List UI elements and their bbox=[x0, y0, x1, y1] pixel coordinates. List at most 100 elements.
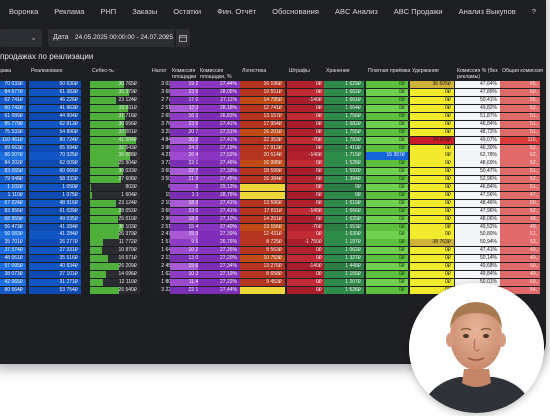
column-header[interactable]: Комиссия площадки bbox=[172, 68, 197, 80]
table-cell: 41 963₽ bbox=[29, 105, 81, 113]
table-cell: 55, bbox=[500, 97, 540, 105]
table-row[interactable]: 85 779₽62 813₽ 30 556₽ 3 769₽23 508₽27,41%… bbox=[0, 120, 546, 129]
table-cell: 52, bbox=[500, 144, 540, 152]
table-cell: 27,19% bbox=[198, 270, 240, 279]
table-row[interactable]: 110 461₽80 724₽ 41 504₽ 4 843₽30 261₽27,41… bbox=[0, 136, 546, 144]
table-cell: 61 039₽ bbox=[29, 207, 81, 215]
table-cell: 38 073₽ bbox=[0, 270, 26, 279]
nav-item-9[interactable]: Анализ Выкупов bbox=[458, 6, 516, 16]
nav-item-4[interactable]: Остатки bbox=[173, 6, 202, 16]
column-header[interactable]: Удержания bbox=[412, 68, 439, 74]
table-cell: 1 808₽ bbox=[150, 278, 180, 286]
column-header[interactable]: Комиссия площадки, % bbox=[200, 68, 232, 80]
nav-item-2[interactable]: РНП bbox=[100, 6, 117, 16]
table-row[interactable]: 80 564₽53 754₽ 26 540₽ 3 225₽22 105₽27,44%… bbox=[0, 286, 546, 294]
table-cell: 50,94% bbox=[455, 239, 500, 247]
table-row[interactable]: 62 741₽46 226₽ 23 124₽ 2 774₽17 007₽27,11%… bbox=[0, 97, 546, 105]
table-cell: 802₽ bbox=[90, 184, 140, 192]
table-cell: 48 916₽ bbox=[29, 199, 81, 207]
table-cell: 1 327₽ bbox=[324, 255, 364, 263]
column-header[interactable]: Налог bbox=[152, 68, 167, 74]
table-cell: 3 683₽ bbox=[150, 89, 180, 97]
column-header[interactable]: Платная приёмка bbox=[368, 68, 411, 74]
table-cell: 74 974₽ bbox=[410, 136, 454, 144]
table-cell: 0₽ bbox=[287, 184, 325, 192]
table-cell: 0₽ bbox=[366, 247, 408, 255]
table-cell: 35 516₽ bbox=[29, 255, 81, 263]
table-row[interactable]: 67 024₽48 916₽ 23 124₽ 2 103₽18 365₽27,41%… bbox=[0, 199, 546, 208]
nav-item-0[interactable]: Воронка bbox=[9, 6, 39, 16]
nav-item-3[interactable]: Заказы bbox=[132, 6, 158, 16]
table-cell: 26,83% bbox=[198, 112, 240, 121]
table-cell: 26 540₽ bbox=[90, 286, 140, 294]
nav-item-10[interactable]: ? bbox=[531, 6, 536, 16]
table-cell: 11 452₽ bbox=[170, 278, 210, 286]
filter-dropdown[interactable]: ⌄ bbox=[0, 29, 42, 47]
table-row[interactable]: 60 742₽41 963₽ 33 811₽ 2 518₽17 115₽28,18%… bbox=[0, 105, 546, 113]
table-cell: 16 196₽ bbox=[240, 81, 285, 89]
table-cell: 10 243₽ bbox=[170, 247, 210, 255]
table-cell: 23 125₽ bbox=[170, 160, 210, 168]
table-row[interactable]: 38 073₽27 101₽ 14 096₽ 1 627₽10 353₽27,19%… bbox=[0, 270, 546, 279]
nav-item-6[interactable]: Обоснования bbox=[272, 6, 319, 16]
nav-item-8[interactable]: ABC Продажи bbox=[393, 6, 443, 16]
table-row[interactable]: 56 473₽41 284₽ 30 103₽ 2 517₽15 475₽27,40%… bbox=[0, 223, 546, 231]
nav-item-7[interactable]: ABC Анализ bbox=[334, 6, 378, 16]
table-cell: 25 904₽ bbox=[90, 160, 140, 168]
nav-item-1[interactable]: Реклама bbox=[54, 6, 85, 16]
table-row[interactable]: 83 065₽60 066₽ 30 033₽ 3 603₽22 700₽27,33%… bbox=[0, 168, 546, 176]
table-row[interactable]: 56 083₽41 284₽ 26 379₽ 2 477₽15 361₽27,39%… bbox=[0, 231, 546, 239]
table-row[interactable]: 57 095₽40 834₽ 26 209₽ 2 450₽15 610₽27,34%… bbox=[0, 263, 546, 271]
cell-value: 32 543₽ bbox=[118, 144, 137, 151]
table-cell: 50,41% bbox=[455, 97, 500, 105]
table-cell bbox=[240, 286, 285, 294]
table-cell: 20 514₽ bbox=[240, 152, 285, 160]
table-cell: 1 110₽ bbox=[0, 191, 26, 200]
nav-item-5[interactable]: Фин. Отчёт bbox=[217, 6, 257, 16]
column-header[interactable]: одажа bbox=[0, 68, 12, 74]
column-header[interactable]: Штрафы bbox=[289, 68, 310, 74]
table-cell: 52, bbox=[500, 207, 540, 215]
column-header[interactable]: Комиссия % (без рекламы) bbox=[457, 68, 498, 80]
table-row[interactable]: 1 102₽1 050₽802₽63₽321₽29,13%0₽0₽0₽0₽46,… bbox=[0, 184, 546, 192]
table-cell: 60 066₽ bbox=[29, 168, 81, 176]
table-row[interactable]: 1 110₽1 075₽1 604₽196₽1 116₽28,75%0₽0₽0₽… bbox=[0, 191, 546, 200]
table-cell: 0₽ bbox=[366, 286, 408, 294]
table-cell: 2 518₽ bbox=[150, 105, 180, 113]
table-row[interactable]: 35 701₽26 277₽11 772₽1 577₽9 555₽26,76%8… bbox=[0, 239, 546, 247]
column-header[interactable]: Хранение bbox=[326, 68, 350, 74]
table-cell: 36 008₽ bbox=[90, 152, 140, 160]
table-row[interactable]: 37 574₽27 331₽ 10 870₽ 1 640₽10 243₽27,26%… bbox=[0, 247, 546, 255]
table-row[interactable]: 61 089₽44 904₽ 31 716₽ 2 694₽16 388₽26,83%… bbox=[0, 112, 546, 121]
table-cell: 0₽ bbox=[410, 215, 454, 223]
table-row[interactable]: 96 007₽70 325₽ 36 008₽ 4 219₽26 413₽27,52%… bbox=[0, 152, 546, 160]
table-row[interactable]: 79 948₽58 333₽ 27 608₽ 3 500₽21 945₽27,45%… bbox=[0, 176, 546, 184]
table-row[interactable]: 89 663₽65 994₽ 32 543₽ 3 960₽24 383₽27,19%… bbox=[0, 144, 546, 152]
cost-bar bbox=[90, 97, 116, 105]
table-row[interactable]: 48 061₽35 516₽ 16 571₽ 2 131₽13 072₽27,20%… bbox=[0, 255, 546, 263]
cell-value: 28 052₽ bbox=[118, 207, 137, 214]
table-row[interactable]: 68 959₽49 035₽ 25 010₽ 2 965₽18 690₽27,10%… bbox=[0, 215, 546, 223]
table-cell: 27,41% bbox=[198, 207, 240, 215]
column-header[interactable]: Общая комиссия bbox=[502, 68, 543, 74]
table-row[interactable]: 75 533₽54 890₽ 32 001₽ 3 293₽20 770₽27,51%… bbox=[0, 128, 546, 136]
cost-bar bbox=[90, 286, 120, 294]
calendar-button[interactable] bbox=[176, 29, 190, 47]
table-row[interactable]: 83 956₽61 039₽ 28 052₽ 3 662₽23 013₽27,41%… bbox=[0, 207, 546, 215]
table-cell: 51, bbox=[500, 231, 540, 239]
table-cell: 0₽ bbox=[410, 160, 454, 168]
column-header[interactable]: Логистика bbox=[242, 68, 267, 74]
clear-icon[interactable]: × bbox=[164, 34, 169, 41]
date-range-input[interactable]: 24.05.2025 00:00:00 - 24.07.2025 bbox=[72, 29, 174, 47]
cost-bar bbox=[90, 136, 137, 144]
column-header[interactable]: Реализовано bbox=[31, 68, 63, 74]
column-header[interactable]: Себес-ть bbox=[92, 68, 114, 74]
table-row[interactable]: 84 677₽61 383₽ 35 379₽ 3 683₽23 585₽28,05%… bbox=[0, 89, 546, 97]
table-row[interactable]: 84 202₽62 009₽ 25 904₽ 3 720₽23 125₽27,46%… bbox=[0, 160, 546, 168]
table-row[interactable]: 70 033₽50 630₽ 30 765₽ 3 038₽19 214₽27,44%… bbox=[0, 81, 546, 89]
table-cell: 51, bbox=[500, 112, 540, 121]
table-row[interactable]: 42 065₽31 271₽ 12 110₽ 1 808₽11 452₽27,22%… bbox=[0, 278, 546, 287]
cell-value: 11 772₽ bbox=[118, 239, 137, 246]
table-cell: 1 715₽ bbox=[324, 152, 364, 160]
cost-bar bbox=[90, 128, 126, 136]
